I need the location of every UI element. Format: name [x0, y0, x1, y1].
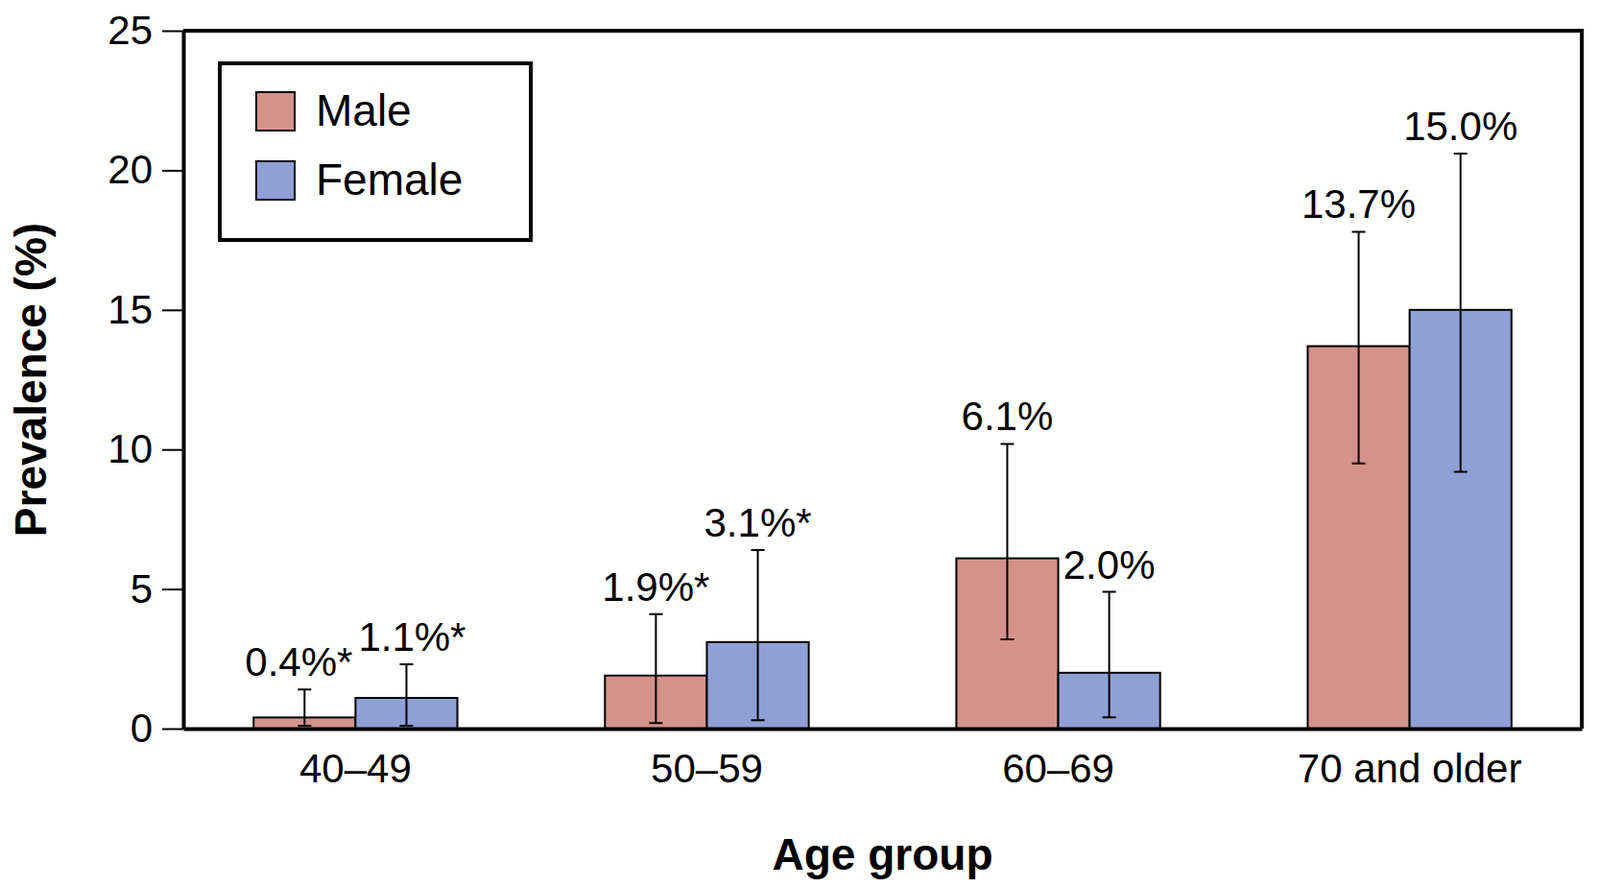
y-tick-label: 25: [107, 7, 153, 53]
data-label: 1.1%*: [358, 614, 466, 660]
error-bars: [399, 153, 1467, 726]
x-tick: 40–49: [299, 728, 412, 791]
chart: 0 5 10 15 20 25 40–49 50–59 60–69 70 and older 0.4…: [0, 0, 1600, 887]
y-tick-label: 10: [107, 426, 153, 472]
data-label: 2.0%: [1063, 542, 1156, 588]
error-bar: [751, 549, 765, 720]
error-bars: [297, 231, 1365, 726]
y-axis-line: [182, 31, 187, 730]
x-tick: 70 and older: [1297, 728, 1523, 791]
y-tick: 10: [107, 426, 184, 472]
y-tick: 0: [130, 705, 184, 751]
legend-box: [219, 63, 531, 240]
legend-swatch: [256, 92, 295, 131]
data-label: 15.0%: [1403, 103, 1518, 149]
y-tick: 20: [107, 146, 184, 192]
error-bar: [1454, 153, 1468, 473]
y-tick-mark: [162, 30, 184, 33]
data-labels: 0.4%* 1.9%* 6.1% 13.7% 1.1%* 3.1%* 2.0% 15.0%: [244, 103, 1518, 685]
plot-frame: [183, 30, 1582, 729]
y-tick-mark: [162, 588, 184, 591]
x-axis: 40–49 50–59 60–69 70 and older: [184, 728, 1583, 791]
data-label: 6.1%: [961, 393, 1054, 439]
x-tick-label: 70 and older: [1297, 745, 1523, 791]
error-bar: [648, 614, 663, 723]
x-tick-label: 60–69: [1002, 745, 1115, 791]
data-label: 3.1%*: [704, 500, 812, 546]
plot: 0 5 10 15 20 25 40–49 50–59 60–69 70 and older 0.4…: [107, 7, 1582, 791]
legend: Male Female: [219, 63, 531, 240]
x-tick-label: 40–49: [299, 745, 412, 791]
x-tick: 60–69: [1002, 728, 1115, 791]
x-axis-title: Age group: [772, 829, 994, 880]
y-tick-mark: [162, 728, 184, 731]
x-tick: 50–59: [650, 728, 764, 791]
data-label: 0.4%*: [244, 639, 353, 685]
y-tick-label: 0: [130, 705, 153, 751]
y-tick-label: 20: [107, 146, 153, 192]
error-bar: [1352, 231, 1366, 463]
data-label: 1.9%*: [601, 564, 710, 610]
y-tick: 15: [107, 286, 184, 333]
series-bars: [355, 310, 1511, 729]
y-tick-mark: [162, 449, 184, 452]
y-tick-label: 15: [107, 286, 153, 333]
legend-swatch: [256, 161, 295, 200]
error-bar: [297, 689, 311, 726]
legend-label: Male: [315, 85, 412, 136]
x-tick-label: 50–59: [650, 745, 764, 791]
y-axis-title: Prevalence (%): [5, 222, 56, 537]
y-tick: 5: [130, 566, 184, 612]
series-bars: [253, 346, 1409, 729]
y-tick-mark: [162, 309, 184, 311]
error-bar: [1000, 443, 1014, 640]
legend-label: Female: [315, 154, 463, 205]
y-tick-label: 5: [130, 566, 153, 612]
y-axis: 0 5 10 15 20 25: [107, 7, 184, 751]
y-tick: 25: [107, 7, 184, 53]
error-bar: [399, 664, 413, 726]
data-label: 13.7%: [1301, 181, 1416, 227]
y-tick-mark: [162, 169, 184, 172]
error-bar: [1102, 592, 1117, 718]
x-axis-line: [184, 727, 1583, 732]
